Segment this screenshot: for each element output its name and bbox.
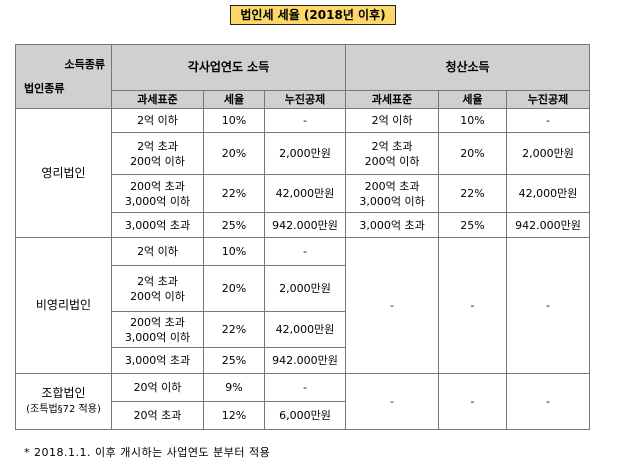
table-row: 200억 초과 3,000억 이하 22% 42,000만원 200억 초과 3,0… <box>16 174 591 213</box>
tax-rate-table: 소득종류 법인종류 각사업연도 소득 청산소득 과세표준 세율 누진공제 과세표… <box>15 44 591 430</box>
cell: 2,000만원 <box>263 132 347 175</box>
cell: 9% <box>203 373 265 402</box>
cell: 2억 초과 200억 이하 <box>111 132 204 175</box>
table-row: 20억 초과 12% 6,000만원 <box>16 401 590 430</box>
cell: 42,000만원 <box>263 311 347 348</box>
cell: 2,000만원 <box>506 132 591 175</box>
table-row: 3,000억 초과 25% 942.000만원 3,000억 초과 25% 94… <box>16 212 591 238</box>
cell: 3,000억 초과 <box>111 212 204 238</box>
cell: 2,000만원 <box>263 265 347 312</box>
col-tax-base: 과세표준 <box>111 90 204 109</box>
col-tax-base-liquidation: 과세표준 <box>345 90 440 109</box>
col-deduction-liquidation: 누진공제 <box>506 90 591 109</box>
cell: 942.000만원 <box>263 212 347 238</box>
cell: 22% <box>203 174 265 213</box>
cell: 10% <box>203 237 265 266</box>
cell: 20% <box>203 265 265 312</box>
cell: 22% <box>203 311 265 348</box>
union-sublabel: (조특법§72 적용) <box>26 404 101 415</box>
footnote: * 2018.1.1. 이후 개시하는 사업연도 분부터 적용 <box>24 446 271 459</box>
cell: 942.000만원 <box>263 347 347 374</box>
cell: 942.000만원 <box>506 212 591 238</box>
cell: - <box>263 108 347 133</box>
cell: 20억 이하 <box>111 373 204 402</box>
cell: 20% <box>438 132 508 175</box>
cell: 2억 이하 <box>345 108 440 133</box>
col-rate: 세율 <box>203 90 265 109</box>
header-business-income: 각사업연도 소득 <box>110 44 347 91</box>
cell: 10% <box>203 108 265 133</box>
cell: - <box>506 373 591 430</box>
cell: 2억 초과 200억 이하 <box>111 265 204 312</box>
cell: - <box>506 237 591 374</box>
income-type-label: 소득종류 <box>64 58 105 71</box>
table-row: 조합법인 (조특법§72 적용) 20억 이하 9% - - - - <box>15 373 591 430</box>
cell: 3,000억 초과 <box>345 212 440 238</box>
table-row: 2억 초과 200억 이하 20% 2,000만원 2억 초과 200억 이하 20… <box>16 132 591 175</box>
table-title: 법인세 세율 (2018년 이후) <box>230 5 396 25</box>
row-label-nonprofit: 비영리법인 <box>15 237 112 374</box>
header-liquidation-income: 청산소득 <box>345 44 591 91</box>
cell: - <box>345 237 440 374</box>
table-row: 3,000억 초과 25% 942.000만원 <box>16 347 590 374</box>
cell: - <box>345 373 440 430</box>
table-row: 비영리법인 2억 이하 10% - - - - <box>15 237 591 374</box>
cell: 12% <box>203 401 265 430</box>
col-deduction: 누진공제 <box>263 90 347 109</box>
header-corner: 소득종류 법인종류 <box>15 44 112 109</box>
cell: - <box>506 108 591 133</box>
row-label-union: 조합법인 (조특법§72 적용) <box>15 373 112 430</box>
union-label: 조합법인 <box>41 386 86 400</box>
cell: 42,000만원 <box>263 174 347 213</box>
cell: - <box>263 373 347 402</box>
cell: 25% <box>203 212 265 238</box>
corporation-type-label: 법인종류 <box>24 82 65 95</box>
row-label-profit: 영리법인 <box>15 108 112 238</box>
cell: 2억 초과 200억 이하 <box>345 132 440 175</box>
cell: 2억 이하 <box>111 108 204 133</box>
cell: 2억 이하 <box>111 237 204 266</box>
cell: 42,000만원 <box>506 174 591 213</box>
cell: 22% <box>438 174 508 213</box>
cell: 200억 초과 3,000억 이하 <box>111 174 204 213</box>
cell: 20억 초과 <box>111 401 204 430</box>
cell: 200억 초과 3,000억 이하 <box>345 174 440 213</box>
col-rate-liquidation: 세율 <box>438 90 508 109</box>
table-row: 영리법인 2억 이하 10% - 2억 이하 10% - <box>15 108 591 238</box>
cell: 6,000만원 <box>263 401 347 430</box>
table-row: 200억 초과 3,000억 이하 22% 42,000만원 <box>16 311 590 348</box>
cell: 10% <box>438 108 508 133</box>
cell: 20% <box>203 132 265 175</box>
cell: 200억 초과 3,000억 이하 <box>111 311 204 348</box>
cell: - <box>263 237 347 266</box>
cell: 25% <box>438 212 508 238</box>
cell: 25% <box>203 347 265 374</box>
cell: - <box>438 237 508 374</box>
cell: 3,000억 초과 <box>111 347 204 374</box>
cell: - <box>438 373 508 430</box>
